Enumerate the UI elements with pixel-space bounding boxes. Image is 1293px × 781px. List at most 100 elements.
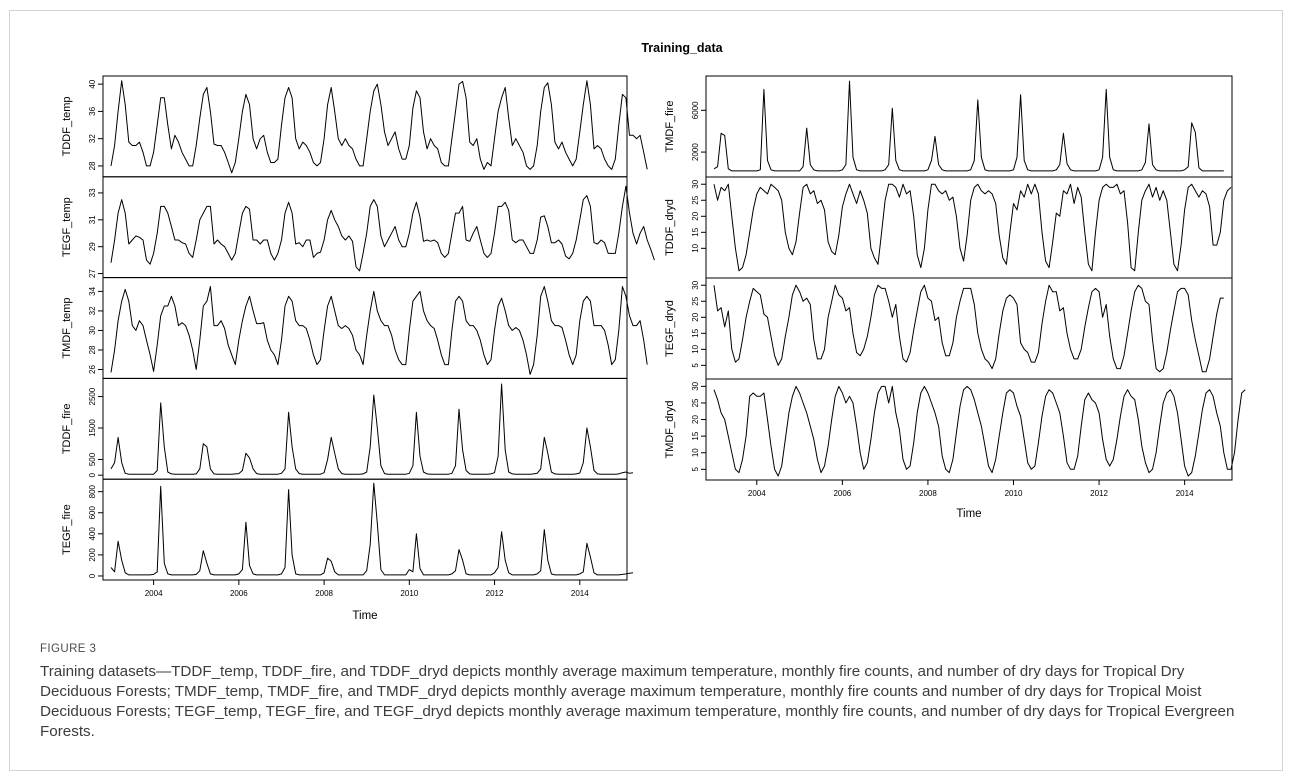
x-tick-label: 2010: [400, 589, 418, 598]
panel-tegf-temp: 27 29 31 33 TEGF_temp: [61, 176, 655, 279]
y-axis-label: TEGF_fire: [61, 504, 73, 555]
y-tick-label: 1500: [88, 419, 97, 437]
y-tick-label: 28: [88, 345, 97, 354]
panel-frame: [102, 277, 628, 379]
x-tick-label: 2012: [486, 589, 504, 598]
series-line-tmdf-fire: [713, 80, 1224, 172]
figure-frame: [9, 10, 1283, 771]
x-tick-label: 2012: [1090, 489, 1108, 498]
series-line-tmdf-dryd: [713, 385, 1246, 477]
chart-figure: Training_data 28 32 36 40 TDDF_temp 27 29 31 33 T…: [61, 41, 1246, 622]
y-tick-label: 36: [88, 106, 97, 115]
y-tick-label: 30: [88, 325, 97, 334]
y-tick-label: 800: [88, 484, 97, 498]
x-axis-label: Time: [352, 610, 377, 622]
y-tick-label: 26: [88, 364, 97, 373]
y-tick-label: 29: [88, 242, 97, 251]
y-tick-label: 32: [88, 134, 97, 143]
y-tick-label: 600: [88, 506, 97, 520]
y-axis-label: TDDF_temp: [61, 96, 73, 156]
chart-column-right: 20006000TMDF_fire1015202530TDDF_dryd5101…: [664, 75, 1246, 520]
x-tick-label: 2014: [571, 589, 589, 598]
y-axis-label: TMDF_dryd: [664, 400, 676, 458]
y-tick-label: 34: [88, 286, 97, 295]
figure-caption: FIGURE 3 Training datasets—TDDF_temp, TD…: [40, 643, 1255, 742]
y-tick-label: 10: [691, 448, 700, 457]
panel-frame: [102, 377, 628, 480]
y-tick-label: 40: [88, 79, 97, 88]
panel-frame: [102, 75, 628, 178]
x-tick-label: 2004: [748, 489, 766, 498]
y-axis-label: TDDF_fire: [61, 403, 73, 454]
y-tick-label: 33: [88, 188, 97, 197]
series-line-tegf-fire: [110, 482, 634, 576]
y-tick-label: 10: [691, 344, 700, 353]
y-tick-label: 30: [691, 280, 700, 289]
x-axis-label: Time: [956, 508, 981, 520]
y-tick-label: 5: [691, 363, 700, 368]
x-tick-label: 2008: [315, 589, 333, 598]
y-tick-label: 15: [691, 431, 700, 440]
y-tick-label: 20: [691, 312, 700, 321]
x-tick-label: 2008: [919, 489, 937, 498]
panel-tddf-fire: 0 500 1500 2500 TDDF_fire: [61, 377, 634, 480]
y-tick-label: 20: [691, 211, 700, 220]
plot-area: 28 32 36 40 TDDF_temp 27 29 31 33 TEGF_temp 26 28 30…: [61, 75, 1246, 622]
y-tick-label: 30: [691, 381, 700, 390]
panel-tmdf-temp: 26 28 30 32 34 TMDF_temp: [61, 277, 648, 379]
panel-frame: [102, 478, 628, 581]
x-tick-label: 2010: [1005, 489, 1023, 498]
panel-frame: [705, 75, 1233, 178]
series-line-tddf-dryd: [713, 183, 1232, 272]
y-tick-label: 200: [88, 548, 97, 562]
panel-tegf-dryd: 5 10 15 20 25 30 TEGF_dryd: [664, 277, 1233, 380]
y-tick-label: 0: [88, 573, 97, 578]
figure-caption-text: Training datasets—TDDF_temp, TDDF_fire, …: [40, 663, 1235, 740]
y-tick-label: 27: [88, 269, 97, 278]
y-tick-label: 20: [691, 415, 700, 424]
x-tick-label: 2006: [230, 589, 248, 598]
y-tick-label: 500: [88, 452, 97, 466]
y-axis-label: TMDF_temp: [61, 297, 73, 358]
y-tick-label: 15: [691, 227, 700, 236]
y-axis-label: TMDF_fire: [664, 101, 676, 153]
panel-tddf-temp: 28 32 36 40 TDDF_temp: [61, 75, 648, 178]
series-line-tddf-temp: [110, 80, 648, 174]
y-tick-label: 15: [691, 328, 700, 337]
panel-tmdf-dryd: 5 10 15 20 25 30 TMDF_dryd: [664, 378, 1246, 481]
x-tick-label: 2006: [833, 489, 851, 498]
y-tick-label: 10: [691, 243, 700, 252]
panel-tmdf-fire: 2000 6000 TMDF_fire: [664, 75, 1233, 178]
y-tick-label: 25: [691, 296, 700, 305]
y-tick-label: 25: [691, 195, 700, 204]
x-axis: 2004 2006 2008 2010 2012 2014 Time: [145, 580, 589, 622]
y-tick-label: 25: [691, 398, 700, 407]
y-tick-label: 5: [691, 467, 700, 472]
y-tick-label: 6000: [691, 101, 700, 119]
series-line-tmdf-temp: [110, 286, 648, 375]
y-tick-label: 0: [88, 472, 97, 477]
panel-tegf-fire: 0 200 400 600 800 TEGF_fire: [61, 478, 634, 581]
series-line-tddf-fire: [110, 383, 634, 475]
y-axis-label: TEGF_dryd: [664, 300, 676, 357]
series-line-tegf-dryd: [713, 284, 1224, 373]
x-tick-label: 2004: [145, 589, 163, 598]
y-tick-label: 28: [88, 161, 97, 170]
chart-column-left: 28 32 36 40 TDDF_temp 27 29 31 33 TEGF_temp 26 28 30…: [61, 75, 655, 622]
series-line-tegf-temp: [110, 185, 655, 272]
y-tick-label: 32: [88, 306, 97, 315]
x-axis: 2004 2006 2008 2010 2012 2014 Time: [748, 480, 1194, 520]
chart-title: Training_data: [641, 41, 723, 55]
y-tick-label: 400: [88, 527, 97, 541]
y-axis-label: TDDF_dryd: [664, 199, 676, 256]
y-tick-label: 2500: [88, 387, 97, 405]
x-tick-label: 2014: [1176, 489, 1194, 498]
y-tick-label: 2000: [691, 143, 700, 161]
y-tick-label: 30: [691, 179, 700, 188]
panel-frame: [705, 378, 1233, 481]
panel-tddf-dryd: 10 15 20 25 30 TDDF_dryd: [664, 176, 1233, 279]
y-tick-label: 31: [88, 215, 97, 224]
figure-label: FIGURE 3: [40, 643, 97, 655]
y-axis-label: TEGF_temp: [61, 197, 73, 257]
panel-frame: [705, 277, 1233, 380]
